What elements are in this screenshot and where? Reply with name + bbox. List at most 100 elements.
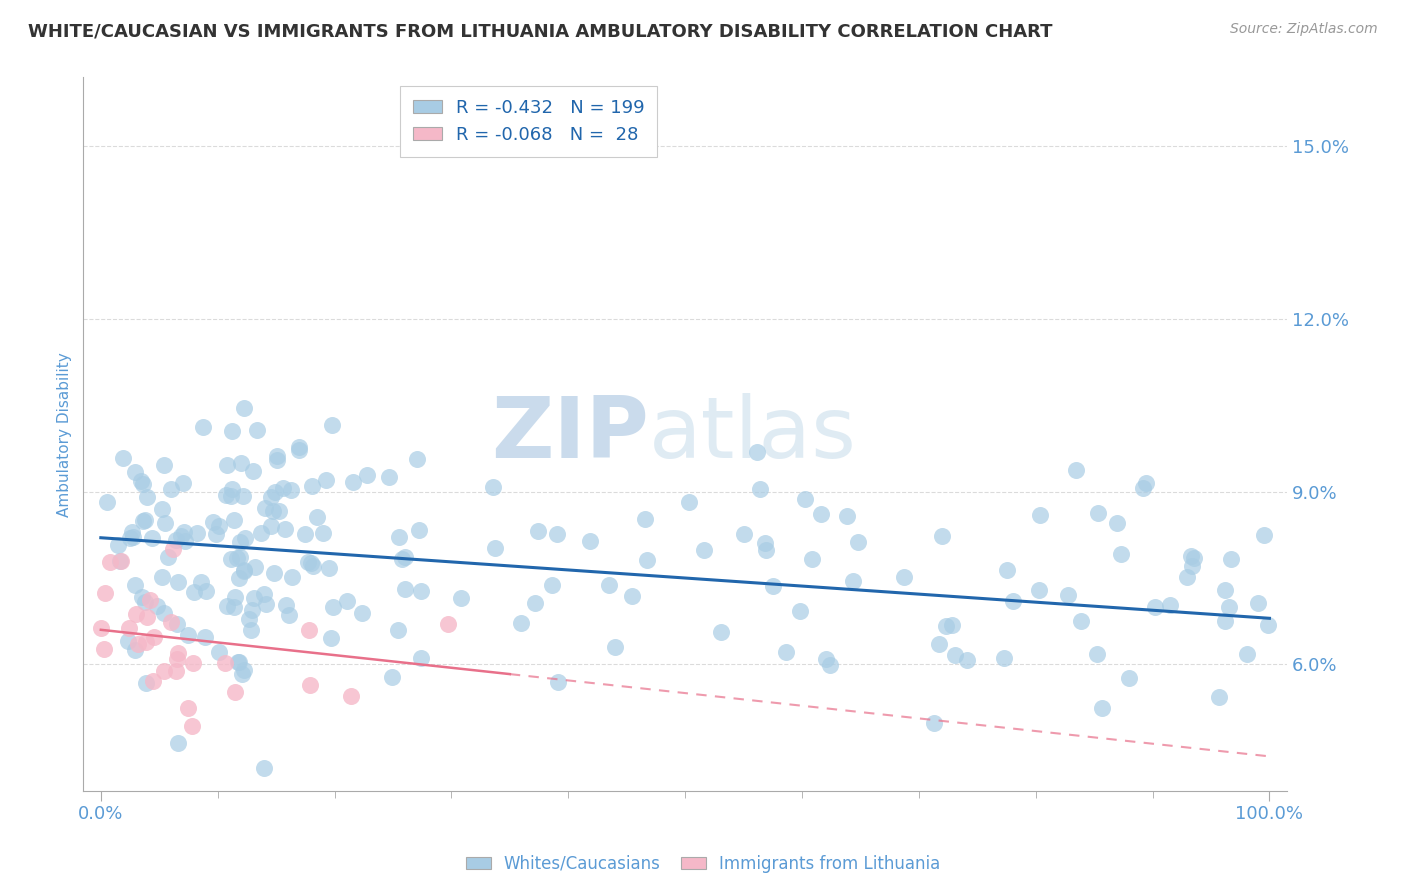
Point <box>931 529 953 543</box>
Point <box>815 652 838 666</box>
Point <box>1087 506 1109 520</box>
Point <box>208 645 231 659</box>
Point <box>321 417 343 432</box>
Y-axis label: Ambulatory Disability: Ambulatory Disability <box>58 351 72 516</box>
Point <box>754 536 776 550</box>
Point <box>186 526 208 541</box>
Point <box>135 635 157 649</box>
Point <box>98 555 121 569</box>
Point <box>1182 551 1205 566</box>
Point <box>221 482 243 496</box>
Point <box>159 482 181 496</box>
Point <box>1070 615 1092 629</box>
Point <box>190 574 212 589</box>
Point <box>793 491 815 506</box>
Point <box>246 424 269 438</box>
Point <box>183 585 205 599</box>
Point <box>228 571 250 585</box>
Point <box>260 518 283 533</box>
Point <box>340 689 363 703</box>
Point <box>1181 559 1204 574</box>
Point <box>93 641 115 656</box>
Point <box>266 449 288 463</box>
Point <box>818 657 841 672</box>
Point <box>943 648 966 663</box>
Point <box>232 563 254 577</box>
Point <box>233 532 256 546</box>
Point <box>350 606 373 620</box>
Point <box>150 570 173 584</box>
Point <box>1247 596 1270 610</box>
Point <box>224 513 246 527</box>
Point <box>232 565 254 579</box>
Point <box>153 458 176 473</box>
Point <box>215 458 238 472</box>
Point <box>204 526 226 541</box>
Point <box>135 675 157 690</box>
Point <box>232 663 254 677</box>
Point <box>124 578 146 592</box>
Point <box>387 623 409 637</box>
Point <box>214 657 236 671</box>
Point <box>299 678 322 692</box>
Point <box>174 533 197 548</box>
Point <box>1135 475 1157 490</box>
Point <box>229 456 252 470</box>
Point <box>789 604 811 618</box>
Point <box>336 594 359 608</box>
Point <box>134 595 156 609</box>
Point <box>322 599 344 614</box>
Point <box>775 645 797 659</box>
Point <box>391 551 413 566</box>
Text: WHITE/CAUCASIAN VS IMMIGRANTS FROM LITHUANIA AMBULATORY DISABILITY CORRELATION C: WHITE/CAUCASIAN VS IMMIGRANTS FROM LITHU… <box>28 22 1053 40</box>
Point <box>935 619 957 633</box>
Point <box>762 579 785 593</box>
Point <box>132 514 155 528</box>
Point <box>450 591 472 606</box>
Point <box>166 574 188 589</box>
Point <box>406 451 429 466</box>
Point <box>112 450 135 465</box>
Point <box>221 424 243 438</box>
Point <box>173 524 195 539</box>
Point <box>409 584 432 599</box>
Point <box>993 650 1015 665</box>
Point <box>224 685 246 699</box>
Point <box>224 599 246 614</box>
Point <box>146 599 169 613</box>
Point <box>214 488 236 502</box>
Point <box>221 552 243 566</box>
Point <box>250 526 273 541</box>
Point <box>229 534 252 549</box>
Point <box>254 500 277 515</box>
Point <box>394 582 416 597</box>
Point <box>1180 549 1202 563</box>
Point <box>733 526 755 541</box>
Text: ZIP: ZIP <box>491 392 650 475</box>
Point <box>1085 647 1108 661</box>
Point <box>242 591 264 605</box>
Legend: Whites/Caucasians, Immigrants from Lithuania: Whites/Caucasians, Immigrants from Lithu… <box>458 848 948 880</box>
Point <box>636 553 658 567</box>
Point <box>1253 527 1275 541</box>
Point <box>928 637 950 651</box>
Point <box>165 664 187 678</box>
Point <box>318 561 340 575</box>
Point <box>232 401 254 416</box>
Point <box>96 495 118 509</box>
Point <box>139 593 162 607</box>
Point <box>481 480 503 494</box>
Point <box>271 481 294 495</box>
Point <box>297 555 319 569</box>
Point <box>142 631 165 645</box>
Point <box>294 526 316 541</box>
Point <box>509 616 531 631</box>
Point <box>157 549 180 564</box>
Point <box>134 513 156 527</box>
Point <box>221 489 243 503</box>
Point <box>1056 588 1078 602</box>
Point <box>226 655 249 669</box>
Point <box>107 538 129 552</box>
Point <box>153 516 176 530</box>
Point <box>547 675 569 690</box>
